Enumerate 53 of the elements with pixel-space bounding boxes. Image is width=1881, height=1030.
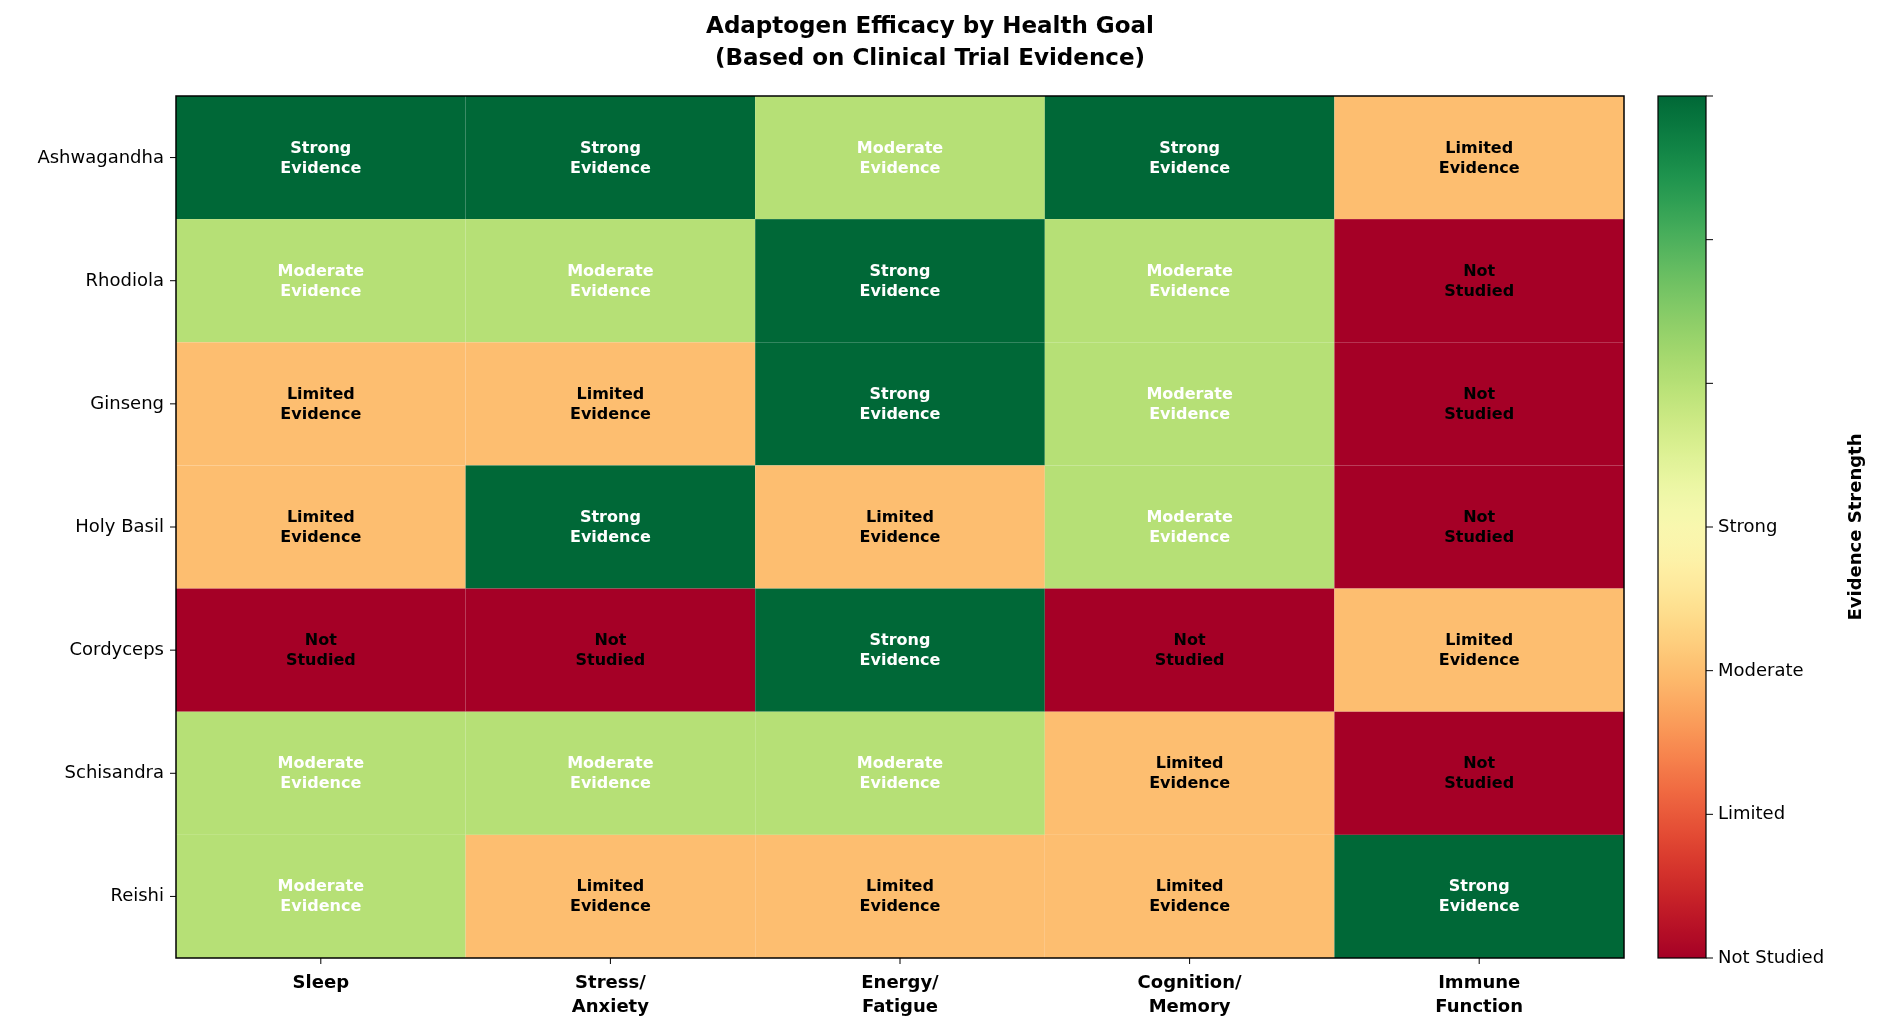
data-label: Strong Evidence <box>569 506 651 546</box>
data-label: Not Studied <box>1444 260 1515 300</box>
data-label: Not Studied <box>575 629 646 669</box>
data-label: Limited Evidence <box>280 506 362 546</box>
data-label: Moderate Evidence <box>1146 260 1233 300</box>
data-label: Strong Evidence <box>1438 875 1520 915</box>
y-tick-label: Ashwagandha <box>37 145 164 167</box>
data-label: Moderate Evidence <box>277 875 365 915</box>
color-bar-label: Moderate <box>1718 658 1804 680</box>
data-label: Limited Evidence <box>569 875 651 915</box>
x-tick-label: Immune Function <box>1435 971 1524 1016</box>
x-tick-label: Sleep <box>292 971 350 992</box>
data-label: Moderate Evidence <box>277 260 365 300</box>
data-label: Not Studied <box>1444 752 1515 792</box>
data-label: Moderate Evidence <box>856 137 944 177</box>
data-label: Moderate Evidence <box>277 752 365 792</box>
x-tick-label: Stress/ Anxiety <box>571 971 650 1016</box>
data-label: Not Studied <box>1444 383 1515 423</box>
data-label: Strong Evidence <box>859 260 941 300</box>
y-tick-label: Ginseng <box>90 391 164 413</box>
y-tick-label: Schisandra <box>64 761 164 783</box>
data-label: Strong Evidence <box>280 137 362 177</box>
data-label: Limited Evidence <box>859 875 941 915</box>
color-bar-label: Strong <box>1718 515 1778 536</box>
data-label: Moderate Evidence <box>567 260 654 300</box>
data-label: Limited Evidence <box>1149 875 1231 915</box>
data-label: Not Studied <box>1154 629 1225 669</box>
color-bar-label: Not Studied <box>1718 946 1825 967</box>
data-label: Moderate Evidence <box>856 752 944 792</box>
color-bar-title: Evidence Strength <box>1844 433 1865 621</box>
data-label: Not Studied <box>285 629 356 669</box>
data-label: Strong Evidence <box>569 137 651 177</box>
x-tick-label: Energy/ Fatigue <box>861 971 940 1016</box>
y-tick-label: Cordyceps <box>69 638 164 660</box>
data-label: Moderate Evidence <box>1146 506 1233 546</box>
data-label: Strong Evidence <box>1149 137 1231 177</box>
data-label: Moderate Evidence <box>1146 383 1233 423</box>
data-label: Limited Evidence <box>859 506 941 546</box>
data-label: Strong Evidence <box>859 383 941 423</box>
data-label: Limited Evidence <box>280 383 362 423</box>
data-label: Limited Evidence <box>1149 752 1231 792</box>
x-tick-label: Cognition/ Memory <box>1137 971 1243 1016</box>
y-tick-label: Rhodiola <box>85 268 164 290</box>
data-label: Not Studied <box>1444 506 1515 546</box>
y-tick-label: Reishi <box>110 884 164 906</box>
data-label: Limited Evidence <box>1438 137 1520 177</box>
data-label: Moderate Evidence <box>567 752 654 792</box>
chart-title: Adaptogen Efficacy by Health Goal (Based on Clinical Trial Evidence) <box>706 11 1154 70</box>
data-label: Limited Evidence <box>1438 629 1520 669</box>
data-label: Strong Evidence <box>859 629 941 669</box>
color-bar-label: Limited <box>1718 802 1786 824</box>
y-tick-label: Holy Basil <box>75 515 164 536</box>
data-label: Limited Evidence <box>569 383 651 423</box>
